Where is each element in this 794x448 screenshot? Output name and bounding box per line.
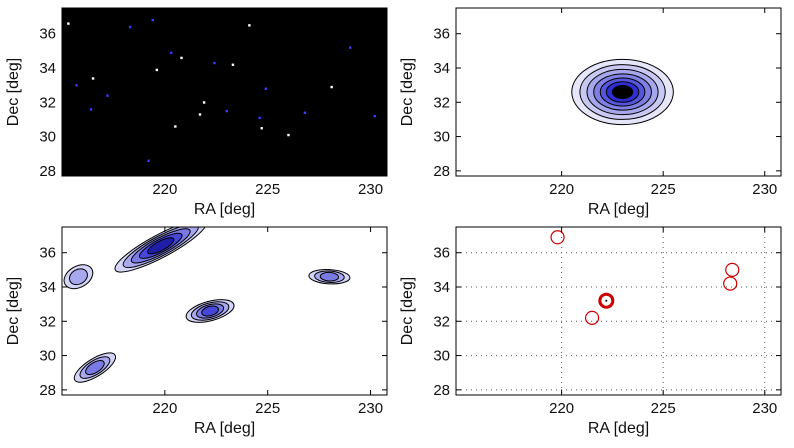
contour-level	[85, 360, 105, 376]
axes-frame	[61, 7, 388, 177]
x-tick-label: 225	[651, 400, 676, 417]
star-point	[75, 84, 78, 87]
star-point	[264, 87, 268, 90]
y-tick-label: 32	[433, 94, 450, 111]
contour-level	[147, 237, 175, 255]
x-axis-label: RA [deg]	[588, 420, 649, 437]
star-point	[198, 113, 202, 116]
star-point	[147, 159, 150, 162]
y-tick-label: 28	[433, 382, 450, 399]
axes-frame	[61, 226, 388, 396]
y-tick-label: 32	[433, 313, 450, 330]
star-point	[151, 19, 154, 22]
star-point	[373, 115, 377, 118]
star-point	[106, 94, 109, 97]
star-point	[180, 56, 183, 60]
star-point	[91, 77, 95, 80]
star-point	[67, 22, 70, 25]
y-tick-label: 28	[39, 382, 56, 399]
star-point	[155, 68, 159, 72]
y-tick-label: 36	[433, 245, 450, 262]
axes-frame	[455, 7, 782, 177]
x-axis-label: RA [deg]	[588, 201, 649, 218]
y-tick-label: 30	[433, 348, 450, 365]
star-point	[303, 111, 307, 114]
contour-blob	[185, 299, 235, 323]
y-tick-label: 34	[39, 60, 56, 77]
x-tick-label: 220	[152, 400, 177, 417]
contour-level	[68, 268, 88, 286]
x-tick-label: 230	[358, 181, 383, 198]
y-axis-label: Dec [deg]	[5, 277, 22, 345]
star-point	[225, 109, 228, 113]
y-tick-label: 30	[433, 129, 450, 146]
panel-a-source-map: 220 225 230 28 30 32 34 36 RA [deg] Dec [deg]	[5, 7, 388, 218]
star-point	[174, 125, 177, 128]
y-axis-label: Dec [deg]	[399, 58, 416, 126]
x-tick-label: 230	[358, 400, 383, 417]
contour-blob	[63, 264, 94, 290]
star-point	[170, 51, 173, 54]
x-tick-label: 220	[152, 181, 177, 198]
contour-level	[201, 305, 219, 317]
detection-circle	[584, 310, 600, 325]
star-point	[202, 101, 206, 104]
detection-circle	[598, 292, 615, 309]
x-tick-label: 220	[549, 181, 574, 198]
y-tick-label: 28	[433, 163, 450, 180]
x-tick-label: 225	[651, 181, 676, 198]
y-tick-label: 34	[433, 60, 450, 77]
contour-area	[63, 227, 351, 383]
y-tick-label: 34	[433, 279, 450, 296]
panel-d-detections: 220 225 230 28 30 32 34 36 RA [deg] Dec [deg]	[399, 226, 782, 437]
star-point	[128, 25, 132, 29]
star-point	[260, 127, 263, 130]
panel-c-likelihood-contours: 220 225 230 28 30 32 34 36 RA [deg] Dec [deg]	[5, 226, 388, 437]
star-point	[258, 116, 261, 120]
y-axis-label: Dec [deg]	[5, 58, 22, 126]
image-background	[62, 8, 387, 176]
contour-blob	[73, 352, 117, 383]
y-tick-label: 28	[39, 163, 56, 180]
contour-blob	[308, 269, 351, 285]
star-point	[287, 133, 290, 137]
star-point	[348, 46, 352, 49]
panel-b-psf-contours: 220 225 230 28 30 32 34 36 RA [deg] Dec [deg]	[399, 7, 782, 218]
y-tick-label: 30	[39, 129, 56, 146]
x-axis-label: RA [deg]	[194, 201, 255, 218]
detection-center	[605, 299, 608, 302]
x-axis-label: RA [deg]	[194, 420, 255, 437]
contour-level	[319, 271, 340, 282]
star-point	[89, 108, 93, 111]
y-tick-label: 32	[39, 313, 56, 330]
contour-level	[611, 84, 634, 100]
y-tick-label: 36	[433, 26, 450, 43]
y-tick-label: 36	[39, 26, 56, 43]
star-point	[248, 24, 251, 27]
star-point	[231, 63, 235, 66]
y-tick-label: 36	[39, 245, 56, 262]
star-point	[330, 85, 333, 89]
star-point	[213, 61, 216, 65]
detection-circle	[550, 230, 565, 245]
x-tick-label: 225	[255, 181, 280, 198]
y-tick-label: 32	[39, 94, 56, 111]
y-tick-label: 34	[39, 279, 56, 296]
x-tick-label: 225	[255, 400, 280, 417]
y-tick-label: 30	[39, 348, 56, 365]
contour-blob	[114, 227, 207, 273]
axes-frame	[455, 226, 782, 396]
x-tick-label: 220	[549, 400, 574, 417]
x-tick-label: 230	[752, 181, 777, 198]
x-tick-label: 230	[752, 400, 777, 417]
y-axis-label: Dec [deg]	[399, 277, 416, 345]
detection-circle	[725, 262, 740, 277]
detection-circle	[723, 276, 738, 291]
